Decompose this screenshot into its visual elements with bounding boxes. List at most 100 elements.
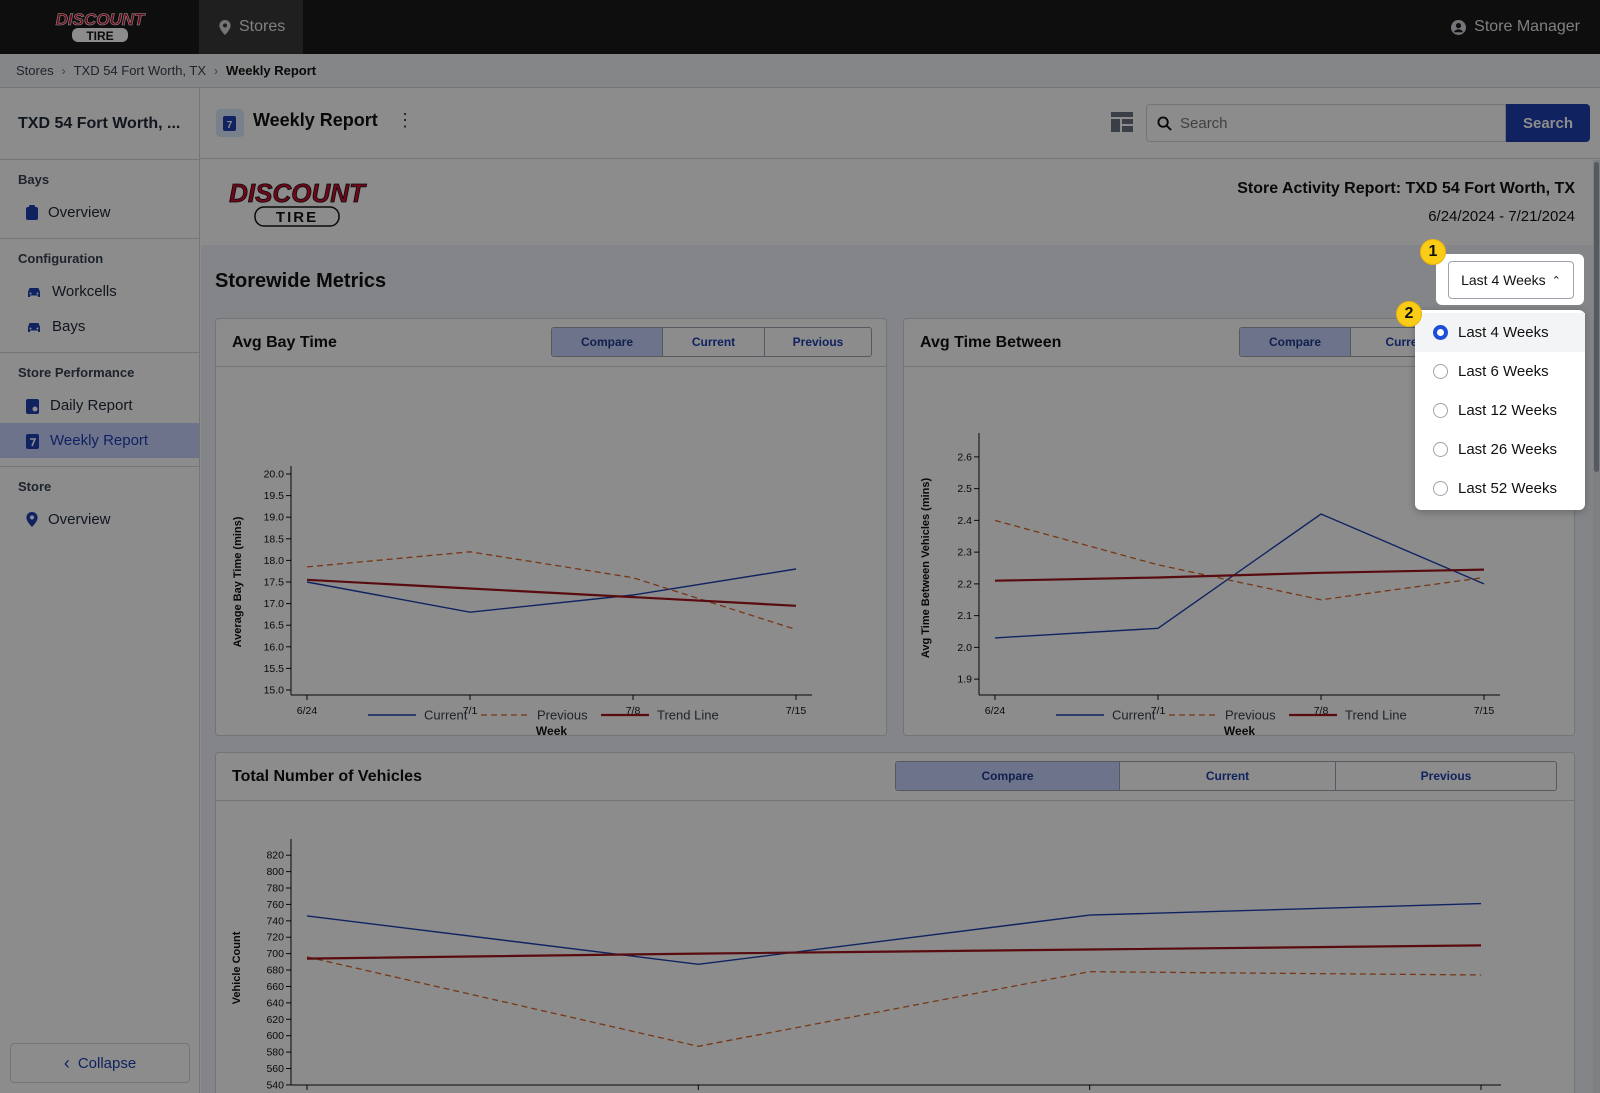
calendar-icon: 7 [216,109,244,137]
legend-label: Current [1112,708,1156,723]
search-icon [1157,115,1172,131]
discount-tire-logo[interactable]: DISCOUNT TIRE [44,9,156,43]
toggle-compare[interactable]: Compare [896,762,1119,790]
scrollbar-thumb[interactable] [1594,162,1599,472]
range-option-last-26-weeks[interactable]: Last 26 Weeks [1415,430,1585,469]
section-title: Storewide Metrics [215,270,387,292]
search-input[interactable] [1180,114,1480,132]
toggle-compare[interactable]: Compare [552,328,662,356]
sidebar-item-daily-report[interactable]: Daily Report [0,388,199,423]
legend-label: Trend Line [657,708,719,723]
y-tick-label: 19.0 [264,512,285,524]
weekly-report-icon [26,433,39,449]
search-button[interactable]: Search [1506,104,1590,142]
sidebar-store-title: TXD 54 Fort Worth, ... [0,88,199,160]
sidebar-section-bays: Bays Overview [0,160,199,239]
report-date-range: 6/24/2024 - 7/21/2024 [1428,208,1575,225]
sidebar-heading: Configuration [18,251,104,266]
y-tick-label: 19.5 [264,490,285,502]
sidebar-item-label: Weekly Report [50,432,149,449]
series-line-trend-line [306,944,1482,960]
car-icon [28,322,40,332]
report-header: DISCOUNT TIRE Store Activity Report: TXD… [201,160,1593,245]
card-title: Avg Bay Time [232,334,337,351]
y-tick-label: 16.5 [264,620,285,632]
clipboard-icon [26,205,38,220]
sidebar: TXD 54 Fort Worth, ... Bays Overview Con… [0,88,200,1093]
chart-avg-time-between: 1.92.02.12.22.32.42.52.66/24 7/1 7/8 7/15We… [920,433,1500,735]
user-name: Store Manager [1474,18,1580,35]
toggle-current[interactable]: Current [1119,762,1335,790]
layout-toggle-icon[interactable] [1111,112,1133,132]
sidebar-item-bays-overview[interactable]: Overview [0,195,199,230]
report-logo-text-bottom: TIRE [276,209,318,226]
range-dropdown-value: Last 4 Weeks [1461,272,1546,288]
chart-card-total-vehicles: Total Number of Vehicles Compare Current… [215,752,1575,1093]
sidebar-item-label: Bays [52,318,86,335]
y-tick-label: 2.2 [957,578,972,590]
y-tick-label: 2.5 [957,483,972,495]
y-tick-label: 560 [266,1063,284,1075]
chevron-left-icon: ‹ [63,1052,70,1073]
sidebar-item-workcells[interactable]: Workcells [0,274,199,309]
x-axis-title: Week [536,724,567,735]
page-scrollbar[interactable] [1593,160,1600,1093]
series-line-current [306,568,797,613]
y-tick-label: 740 [266,915,284,927]
card-header: Avg Bay Time Compare Current Previous [216,319,886,367]
tab-stores[interactable]: Stores [199,0,303,54]
y-tick-label: 20.0 [264,469,285,481]
y-tick-label: 580 [266,1047,284,1059]
collapse-button[interactable]: ‹ Collapse [10,1043,190,1083]
range-option-last-6-weeks[interactable]: Last 6 Weeks [1415,352,1585,391]
x-tick-label: 7/1 [1151,705,1166,717]
chart-avg-bay-time: 15.0 15.5 16.0 16.5 17.0 17.5 18.0 18.5 19.0 19.5… [232,466,812,735]
top-navbar: DISCOUNT TIRE Stores Store Manager [0,0,1600,54]
calendar-day-number: 7 [227,120,233,131]
report-title: Store Activity Report: TXD 54 Fort Worth… [1237,180,1575,197]
range-option-last-12-weeks[interactable]: Last 12 Weeks [1415,391,1585,430]
range-dropdown-button[interactable]: Last 4 Weeks ⌃ [1448,261,1574,299]
breadcrumb-store[interactable]: TXD 54 Fort Worth, TX [73,63,207,78]
logo-text-bottom: TIRE [86,29,113,43]
chart-total-vehicles: 540 560 580 600 620 640 660 680 700 720 740 760 780 8… [231,839,1501,1091]
sidebar-item-store-overview[interactable]: Overview [0,502,199,537]
sidebar-item-label: Overview [48,204,111,221]
toggle-current[interactable]: Current [662,328,764,356]
y-axis-title: Avg Time Between Vehicles (mins) [920,477,932,658]
series-line-previous [994,519,1485,601]
user-menu[interactable]: Store Manager [1451,0,1580,54]
toggle-compare[interactable]: Compare [1240,328,1350,356]
breadcrumb-stores[interactable]: Stores [16,63,54,78]
x-tick-label: 7/1 [463,705,478,717]
y-tick-label: 2.0 [957,642,972,654]
more-options-icon[interactable]: ⋮ [396,110,414,130]
toggle-previous[interactable]: Previous [764,328,871,356]
toggle-previous[interactable]: Previous [1335,762,1556,790]
chart-card-avg-bay-time: Avg Bay Time Compare Current Previous 15… [215,318,887,736]
range-option-last-52-weeks[interactable]: Last 52 Weeks [1415,469,1585,508]
sidebar-item-weekly-report[interactable]: Weekly Report [0,423,199,458]
radio-icon [1433,481,1448,496]
y-tick-label: 780 [266,883,284,895]
search-field[interactable] [1146,104,1506,142]
view-toggle: Compare Current Previous [895,761,1557,791]
legend-label: Previous [1225,708,1276,723]
breadcrumb-current: Weekly Report [226,63,317,78]
y-tick-label: 600 [266,1030,284,1042]
car-group-icon [28,287,40,297]
y-axis-title: Vehicle Count [231,931,243,1004]
y-tick-label: 2.1 [957,610,972,622]
y-tick-label: 620 [266,1014,284,1026]
y-tick-label: 18.5 [264,533,285,545]
x-tick-label: 6/24 [297,705,318,717]
y-tick-label: 17.5 [264,577,285,589]
series-line-trend-line [994,568,1485,582]
x-tick-label: 7/15 [786,705,807,717]
range-option-last-4-weeks[interactable]: Last 4 Weeks [1415,313,1585,352]
option-label: Last 4 Weeks [1458,324,1549,341]
y-axis-title: Average Bay Time (mins) [232,516,244,647]
y-tick-label: 18.0 [264,555,285,567]
sidebar-item-bays[interactable]: Bays [0,309,199,344]
